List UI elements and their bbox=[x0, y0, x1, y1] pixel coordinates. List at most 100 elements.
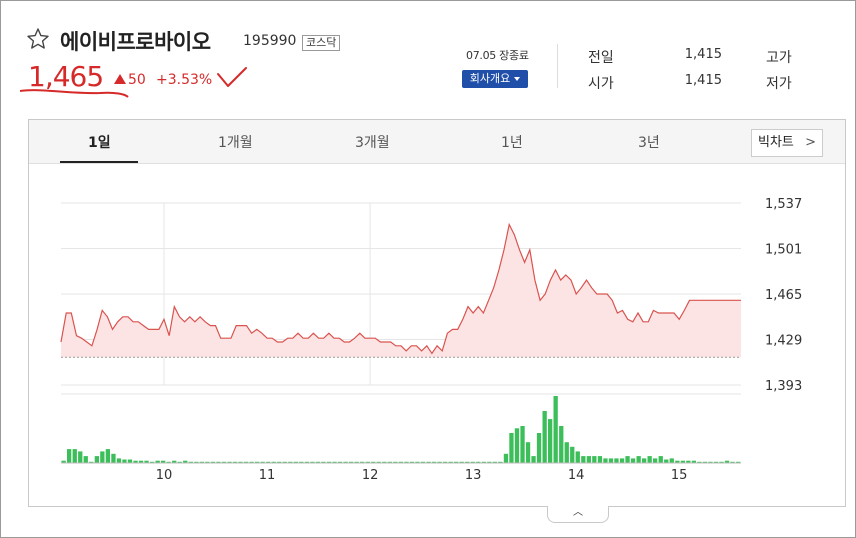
volume-bar bbox=[608, 458, 614, 463]
chevron-up-icon: ︿ bbox=[573, 507, 583, 518]
volume-bar bbox=[647, 456, 652, 463]
volume-bar bbox=[514, 428, 520, 463]
volume-bar bbox=[736, 461, 741, 463]
volume-bar bbox=[337, 461, 343, 463]
volume-bar bbox=[454, 461, 459, 463]
volume-bar bbox=[470, 461, 475, 463]
volume-bar bbox=[315, 461, 321, 463]
volume-bar bbox=[625, 456, 630, 463]
big-chart-button[interactable]: 빅차트 > bbox=[751, 129, 823, 157]
volume-bar bbox=[349, 461, 354, 463]
volume-bar bbox=[465, 461, 470, 463]
volume-bar bbox=[548, 419, 553, 463]
favorite-star-icon[interactable] bbox=[26, 27, 50, 51]
volume-bar bbox=[448, 461, 453, 463]
volume-bar bbox=[675, 460, 680, 463]
volume-bar bbox=[216, 461, 221, 463]
volume-bar bbox=[492, 461, 497, 463]
volume-bar bbox=[603, 458, 608, 463]
tab-1day[interactable]: 1일 bbox=[88, 135, 111, 151]
volume-bar bbox=[166, 461, 171, 463]
volume-bar bbox=[150, 461, 155, 463]
price-chart: 1,537 1,501 1,465 1,429 1,393 10 11 12 13 14 15 bbox=[60, 197, 802, 483]
volume-bar bbox=[487, 461, 492, 463]
volume-bar bbox=[138, 460, 144, 463]
active-tab-indicator bbox=[60, 161, 138, 163]
volume-bar bbox=[199, 461, 204, 463]
volume-bar bbox=[443, 461, 448, 463]
volume-bar bbox=[542, 411, 547, 463]
x-tick-label: 12 bbox=[362, 468, 379, 483]
volume-bar bbox=[680, 460, 685, 463]
volume-bar bbox=[664, 459, 669, 463]
volume-bar bbox=[669, 458, 674, 463]
volume-bar bbox=[243, 461, 249, 463]
volume-bar bbox=[78, 451, 83, 463]
low-label: 저가 bbox=[766, 76, 792, 92]
volume-bar bbox=[221, 461, 227, 463]
volume-bar bbox=[105, 449, 110, 463]
volume-bar bbox=[227, 461, 232, 463]
volume-bar bbox=[293, 461, 298, 463]
volume-bar bbox=[724, 460, 730, 463]
volume-bar bbox=[382, 461, 387, 463]
volume-bar bbox=[697, 461, 702, 463]
y-tick-label: 1,537 bbox=[765, 197, 802, 212]
volume-bar bbox=[194, 461, 199, 463]
volume-bar bbox=[205, 461, 210, 463]
y-tick-label: 1,465 bbox=[765, 288, 802, 303]
volume-bar bbox=[255, 461, 260, 463]
volume-bar bbox=[614, 458, 619, 463]
volume-bar bbox=[343, 461, 348, 463]
volume-bar bbox=[188, 461, 193, 463]
x-tick-label: 11 bbox=[259, 468, 276, 483]
volume-bar bbox=[719, 461, 724, 463]
stock-name[interactable]: 에이비프로바이오 bbox=[60, 30, 211, 54]
volume-bar bbox=[653, 458, 658, 463]
volume-bar bbox=[459, 461, 464, 463]
volume-bar bbox=[531, 456, 536, 463]
tab-1year[interactable]: 1년 bbox=[501, 135, 523, 151]
tab-3month[interactable]: 3개월 bbox=[355, 135, 390, 151]
chevron-right-icon: > bbox=[805, 135, 816, 150]
open-value: 1,415 bbox=[684, 73, 722, 88]
chart-panel: 1일 1개월 3개월 1년 3년 빅차트 > 1,537 1,501 1,465 1,4… bbox=[28, 119, 846, 507]
volume-bar bbox=[61, 460, 66, 463]
caret-down-icon bbox=[514, 77, 521, 81]
tab-1month[interactable]: 1개월 bbox=[218, 135, 253, 151]
volume-bar bbox=[420, 461, 426, 463]
volume-bar bbox=[509, 433, 514, 463]
volume-bar bbox=[713, 461, 719, 463]
volume-bar bbox=[277, 461, 282, 463]
volume-bar bbox=[581, 456, 586, 463]
volume-bar bbox=[83, 456, 88, 463]
volume-bar bbox=[282, 461, 287, 463]
volume-bar bbox=[570, 446, 575, 463]
up-arrow-icon bbox=[114, 74, 126, 84]
volume-bar bbox=[503, 453, 509, 463]
company-overview-button[interactable]: 회사개요 bbox=[462, 70, 528, 88]
volume-bar bbox=[559, 426, 564, 463]
market-status: 07.05 장종료 bbox=[466, 49, 529, 62]
open-label: 시가 bbox=[588, 76, 614, 92]
volume-bar bbox=[100, 451, 105, 463]
volume-bar bbox=[238, 461, 243, 463]
tab-3year[interactable]: 3년 bbox=[638, 135, 660, 151]
stock-code: 195990 bbox=[243, 33, 297, 49]
prev-close-value: 1,415 bbox=[684, 47, 722, 62]
collapse-toggle[interactable]: ︿ bbox=[547, 506, 609, 523]
volume-bar bbox=[183, 460, 188, 463]
y-tick-label: 1,393 bbox=[765, 379, 802, 394]
volume-bar bbox=[122, 459, 127, 463]
volume-bar bbox=[398, 461, 403, 463]
volume-bar bbox=[686, 460, 691, 463]
volume-bar bbox=[730, 461, 735, 463]
volume-bar bbox=[326, 461, 332, 463]
volume-bar bbox=[332, 461, 337, 463]
x-tick-label: 15 bbox=[671, 468, 688, 483]
volume-bar bbox=[592, 456, 597, 463]
volume-bar bbox=[636, 456, 641, 463]
volume-bar bbox=[127, 459, 133, 463]
volume-bar bbox=[431, 461, 437, 463]
volume-bar bbox=[597, 456, 603, 463]
